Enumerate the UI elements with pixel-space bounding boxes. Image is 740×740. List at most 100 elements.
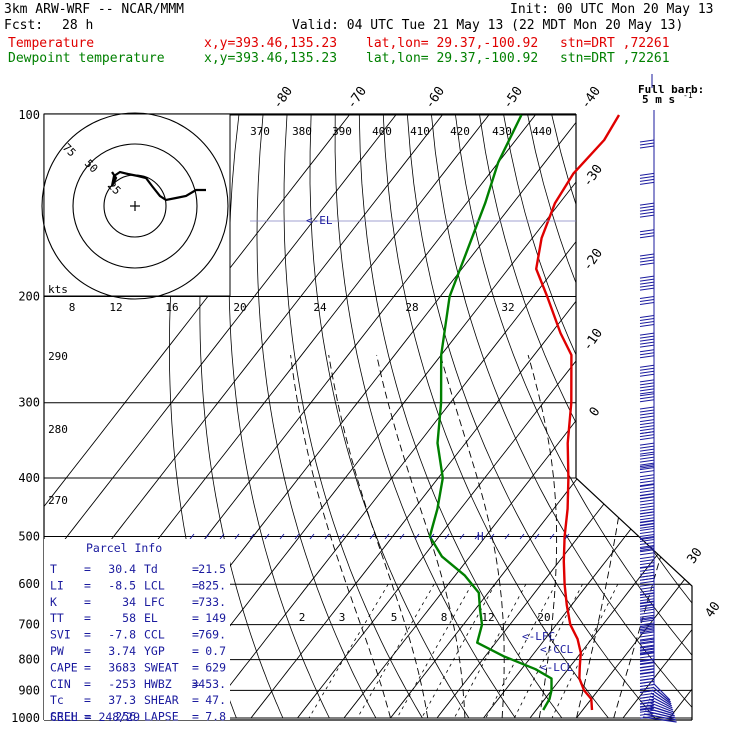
model-title: 3km ARW-WRF -- NCAR/MMM — [4, 2, 185, 17]
wind-barb — [639, 634, 655, 638]
init-time: Init: 00 UTC Mon 20 May 13 — [510, 2, 714, 17]
parcel-tick — [459, 533, 465, 540]
surface-barb — [643, 713, 677, 721]
wind-barb — [639, 659, 655, 663]
wind-barb — [639, 630, 655, 634]
wind-barb — [639, 349, 655, 353]
wind-barb — [639, 487, 655, 490]
wind-barb — [639, 262, 655, 266]
theta-label: 370 — [250, 125, 270, 138]
wind-barb — [639, 229, 655, 233]
parcel-key: SREH — [50, 710, 78, 724]
moist-adiabat-line — [290, 354, 391, 719]
isotherm-label: -40 — [578, 84, 604, 112]
wind-barb — [639, 484, 655, 487]
parcel-eq: = — [192, 693, 199, 707]
temperature-trace — [535, 114, 621, 711]
parcel-value: 58 — [122, 611, 136, 625]
wind-barb — [639, 616, 655, 620]
hodograph-ring — [72, 143, 198, 269]
parcel-eq: = — [192, 677, 199, 691]
pressure-label: 700 — [18, 618, 40, 632]
parcel-value: 256 — [115, 710, 136, 724]
wind-barb — [639, 373, 655, 377]
wind-barb — [639, 627, 655, 631]
parcel-tick — [309, 533, 315, 540]
wind-barb — [639, 568, 655, 572]
wind-barb — [639, 525, 655, 529]
surface-barb — [650, 692, 673, 707]
parcel-key: Td — [144, 562, 158, 576]
wind-barb — [639, 522, 655, 526]
wind-barb — [639, 232, 655, 236]
wind-barb — [639, 259, 655, 263]
wind-barb — [639, 549, 655, 553]
wind-barb — [639, 614, 655, 618]
wind-barb — [639, 448, 655, 452]
theta-left-label: 270 — [48, 494, 68, 507]
parcel-key: SWEAT — [144, 660, 179, 674]
wind-barb — [639, 644, 655, 648]
wind-barb — [639, 338, 655, 342]
parcel-key: LFC — [144, 595, 165, 609]
wind-barb — [639, 617, 655, 621]
dry-adiabat-line — [228, 114, 330, 719]
wind-barb — [639, 465, 655, 469]
theta-label: 430 — [492, 125, 512, 138]
dry-adiabat-line — [479, 114, 692, 719]
parcel-eq: = — [84, 644, 91, 658]
wind-barb — [639, 287, 655, 291]
wind-barb — [639, 517, 655, 521]
moist-adiabat-line — [328, 354, 429, 719]
mixing-ratio-line — [396, 584, 473, 719]
wind-barb — [639, 281, 655, 285]
parcel-tick — [279, 533, 285, 540]
parcel-tick — [219, 533, 225, 540]
wind-barb — [639, 490, 655, 493]
parcel-value: 47. — [205, 693, 226, 707]
wind-barb — [639, 178, 655, 182]
parcel-tick — [189, 533, 195, 540]
wind-barb — [639, 474, 655, 478]
moist-adiabat-line — [376, 354, 466, 719]
theta-label: 440 — [532, 125, 552, 138]
parcel-key: LI — [50, 578, 64, 592]
parcel-value: 769. — [198, 628, 226, 642]
parcel-eq: = — [192, 595, 199, 609]
parcel-tick — [384, 533, 390, 540]
dry-adiabat-line — [256, 114, 377, 719]
surface-barb — [653, 683, 671, 701]
parcel-tick — [324, 533, 330, 540]
isotherm-label: -10 — [580, 326, 606, 354]
parcel-eq: = — [84, 677, 91, 691]
theta-label: 400 — [372, 125, 392, 138]
parcel-tick — [564, 533, 570, 540]
isotherm-line — [44, 114, 350, 719]
wind-barb — [639, 662, 655, 666]
mixing-speed-tick: 8 — [69, 301, 76, 314]
wind-barb — [639, 442, 655, 446]
parcel-eq: = — [192, 710, 199, 724]
dry-adiabat-line — [309, 114, 470, 719]
wind-barb — [639, 624, 655, 628]
wind-barb — [639, 598, 655, 602]
wind-barb — [639, 341, 655, 345]
wind-barb — [639, 139, 655, 143]
parcel-tick — [474, 533, 480, 540]
wind-barb — [639, 681, 655, 684]
parcel-title: Parcel Info — [86, 541, 162, 555]
dewpoint-trace — [428, 114, 553, 711]
isotherm-line — [250, 114, 692, 719]
parcel-value: 3683 — [108, 660, 136, 674]
parcel-tick — [354, 533, 360, 540]
wind-barb — [639, 583, 655, 587]
wind-barb — [639, 367, 655, 371]
wind-barb — [639, 202, 655, 206]
moist-adiabat-line — [439, 354, 505, 719]
wind-barb — [639, 650, 655, 654]
wind-barb — [639, 172, 655, 176]
wind-barb — [639, 462, 655, 466]
dewpoint-latlon: lat,lon= 29.37,-100.92 — [366, 51, 539, 66]
wind-barb — [639, 689, 655, 693]
